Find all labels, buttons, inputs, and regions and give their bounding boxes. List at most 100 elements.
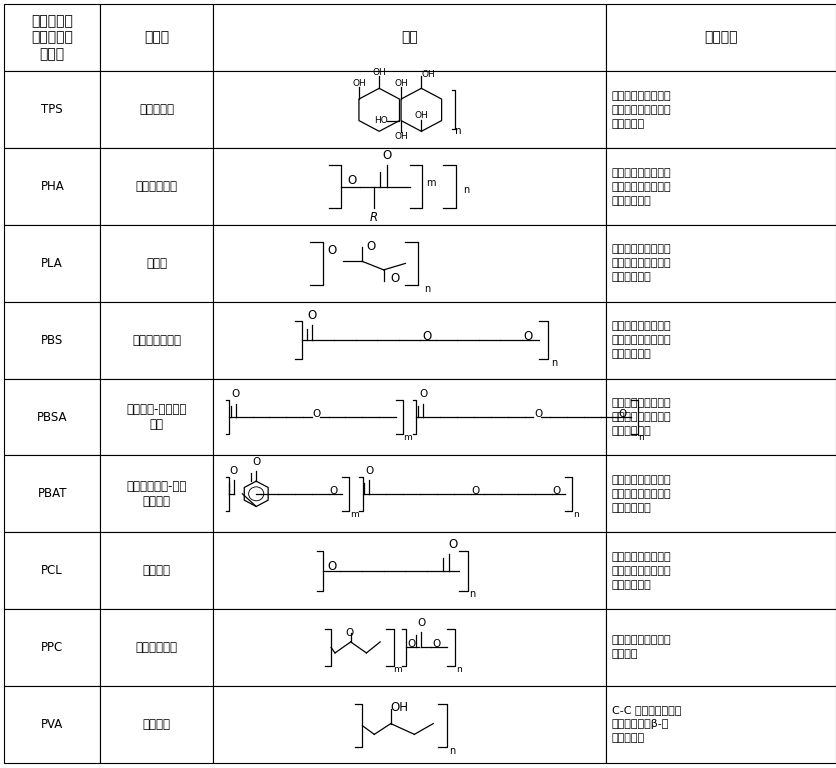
Text: O: O bbox=[348, 174, 357, 187]
Text: R: R bbox=[370, 211, 378, 223]
Text: OH: OH bbox=[390, 701, 408, 714]
Bar bbox=[606, 302, 836, 379]
Text: O: O bbox=[619, 409, 627, 419]
Bar bbox=[606, 379, 836, 455]
Bar bbox=[4, 609, 100, 686]
Text: OH: OH bbox=[395, 79, 408, 88]
Bar bbox=[100, 4, 213, 71]
Text: PPC: PPC bbox=[41, 641, 64, 654]
Text: 脂肪族聚酯的解聚：
脂肪酶、酯酶、蛋白
酶、角质酶等: 脂肪族聚酯的解聚： 脂肪酶、酯酶、蛋白 酶、角质酶等 bbox=[612, 551, 671, 590]
Text: O: O bbox=[327, 561, 336, 573]
Text: n: n bbox=[456, 126, 462, 137]
Bar bbox=[4, 148, 100, 225]
Text: PHA: PHA bbox=[40, 180, 64, 193]
Text: PCL: PCL bbox=[41, 564, 64, 577]
Text: OH: OH bbox=[352, 79, 366, 88]
Text: 碳酸酯键断裂解聚：
脂肪酶等: 碳酸酯键断裂解聚： 脂肪酶等 bbox=[612, 635, 671, 660]
Text: O: O bbox=[345, 627, 354, 637]
Text: OH: OH bbox=[372, 68, 386, 77]
Text: C-C 键断裂解聚：次
生醇氧化酶、β-二
酮水解酶等: C-C 键断裂解聚：次 生醇氧化酶、β-二 酮水解酶等 bbox=[612, 705, 681, 743]
Text: 降解机理: 降解机理 bbox=[704, 31, 738, 45]
Text: PLA: PLA bbox=[41, 257, 64, 270]
Bar bbox=[213, 71, 606, 148]
Bar bbox=[213, 302, 606, 379]
Bar bbox=[100, 686, 213, 763]
Text: 聚己内酯: 聚己内酯 bbox=[143, 564, 171, 577]
Bar bbox=[100, 148, 213, 225]
Text: PBSA: PBSA bbox=[37, 411, 68, 423]
Bar bbox=[100, 455, 213, 532]
Text: O: O bbox=[327, 244, 336, 257]
Bar bbox=[100, 379, 213, 455]
Bar bbox=[4, 379, 100, 455]
Bar bbox=[213, 455, 606, 532]
Text: n: n bbox=[469, 589, 476, 600]
Text: O: O bbox=[382, 150, 392, 162]
Text: TPS: TPS bbox=[42, 104, 63, 116]
Text: 聚丁二酸丁二酯: 聚丁二酸丁二酯 bbox=[132, 334, 181, 346]
Text: O: O bbox=[329, 485, 338, 496]
Text: OH: OH bbox=[421, 70, 436, 79]
Bar bbox=[606, 4, 836, 71]
Text: 糖苷键的断裂解聚：
淀粉酶、纤维素酶、
壳聚糖酶等: 糖苷键的断裂解聚： 淀粉酶、纤维素酶、 壳聚糖酶等 bbox=[612, 91, 671, 129]
Text: n: n bbox=[551, 358, 558, 369]
Bar bbox=[606, 609, 836, 686]
Text: O: O bbox=[390, 272, 399, 285]
Text: PBAT: PBAT bbox=[38, 488, 67, 500]
Bar bbox=[4, 225, 100, 302]
Bar bbox=[100, 71, 213, 148]
Bar bbox=[606, 148, 836, 225]
Text: n: n bbox=[449, 746, 455, 756]
Text: HO: HO bbox=[374, 116, 388, 125]
Text: n: n bbox=[456, 665, 461, 674]
Text: 脂肪族聚酯的解聚：
脂肪酶、酯酶、蛋白
酶、角质酶等: 脂肪族聚酯的解聚： 脂肪酶、酯酶、蛋白 酶、角质酶等 bbox=[612, 398, 671, 436]
Text: O: O bbox=[422, 330, 431, 343]
Bar bbox=[213, 379, 606, 455]
Text: m: m bbox=[426, 178, 436, 188]
Text: m: m bbox=[394, 665, 402, 674]
Bar bbox=[100, 609, 213, 686]
Text: 聚对苯二甲酸-己二
酸丁二酯: 聚对苯二甲酸-己二 酸丁二酯 bbox=[126, 480, 187, 508]
Text: O: O bbox=[472, 485, 480, 496]
Text: 常见生物可
降解塑料英
文缩写: 常见生物可 降解塑料英 文缩写 bbox=[31, 15, 74, 61]
Bar bbox=[100, 532, 213, 609]
Text: O: O bbox=[407, 639, 415, 650]
Text: 聚羟基烷酸酯: 聚羟基烷酸酯 bbox=[135, 180, 178, 193]
Bar bbox=[213, 686, 606, 763]
Text: 热塑性淀粉: 热塑性淀粉 bbox=[140, 104, 174, 116]
Text: OH: OH bbox=[395, 132, 408, 141]
Text: PBS: PBS bbox=[41, 334, 64, 346]
Bar bbox=[100, 302, 213, 379]
Text: O: O bbox=[534, 409, 543, 419]
Bar bbox=[4, 71, 100, 148]
Text: 脂肪族聚酯的解聚：
脂肪酶、酯酶、蛋白
酶、角质酶等: 脂肪族聚酯的解聚： 脂肪酶、酯酶、蛋白 酶、角质酶等 bbox=[612, 167, 671, 206]
Text: n: n bbox=[638, 433, 644, 442]
Bar bbox=[606, 686, 836, 763]
Text: O: O bbox=[308, 309, 317, 322]
Text: O: O bbox=[419, 389, 427, 399]
Text: m: m bbox=[349, 510, 359, 519]
Bar bbox=[100, 225, 213, 302]
Text: 脂肪族聚酯的解聚：
脂肪酶、酯酶、蛋白
酶、角质酶等: 脂肪族聚酯的解聚： 脂肪酶、酯酶、蛋白 酶、角质酶等 bbox=[612, 475, 671, 513]
Bar bbox=[4, 686, 100, 763]
Text: n: n bbox=[463, 185, 469, 195]
Text: O: O bbox=[313, 409, 321, 419]
Bar bbox=[213, 532, 606, 609]
Bar bbox=[606, 532, 836, 609]
Bar bbox=[213, 4, 606, 71]
Text: O: O bbox=[553, 485, 561, 496]
Text: 聚乳酸: 聚乳酸 bbox=[146, 257, 167, 270]
Text: OH: OH bbox=[415, 111, 428, 120]
Bar bbox=[4, 532, 100, 609]
Text: O: O bbox=[366, 240, 375, 253]
Text: 脂肪族聚酯的解聚：
脂肪酶、酯酶、蛋白
酶、角质酶等: 脂肪族聚酯的解聚： 脂肪酶、酯酶、蛋白 酶、角质酶等 bbox=[612, 244, 671, 283]
Bar bbox=[4, 455, 100, 532]
Text: O: O bbox=[232, 389, 240, 399]
Text: O: O bbox=[432, 639, 441, 650]
Bar bbox=[213, 609, 606, 686]
Bar bbox=[606, 455, 836, 532]
Text: O: O bbox=[230, 465, 238, 476]
Text: O: O bbox=[365, 465, 374, 476]
Text: 聚丁二酸-己二酸丁
二酯: 聚丁二酸-己二酸丁 二酯 bbox=[126, 403, 187, 431]
Text: O: O bbox=[448, 538, 457, 551]
